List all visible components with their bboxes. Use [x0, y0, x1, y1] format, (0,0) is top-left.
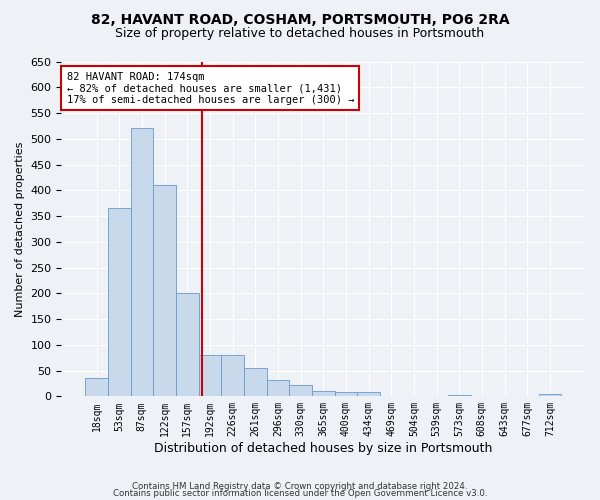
Bar [539, 394, 561, 396]
Bar [244, 368, 266, 396]
Text: Contains public sector information licensed under the Open Government Licence v3: Contains public sector information licen… [113, 489, 487, 498]
Bar [199, 355, 221, 397]
Text: Size of property relative to detached houses in Portsmouth: Size of property relative to detached ho… [115, 28, 485, 40]
Bar [266, 380, 289, 396]
Bar [131, 128, 153, 396]
Bar [289, 385, 312, 396]
Bar [108, 208, 131, 396]
Bar [221, 355, 244, 397]
Bar [176, 294, 199, 397]
Text: 82, HAVANT ROAD, COSHAM, PORTSMOUTH, PO6 2RA: 82, HAVANT ROAD, COSHAM, PORTSMOUTH, PO6… [91, 12, 509, 26]
Bar [357, 392, 380, 396]
Bar [85, 378, 108, 396]
Text: 82 HAVANT ROAD: 174sqm
← 82% of detached houses are smaller (1,431)
17% of semi-: 82 HAVANT ROAD: 174sqm ← 82% of detached… [67, 72, 354, 104]
Y-axis label: Number of detached properties: Number of detached properties [15, 141, 25, 316]
Text: Contains HM Land Registry data © Crown copyright and database right 2024.: Contains HM Land Registry data © Crown c… [132, 482, 468, 491]
X-axis label: Distribution of detached houses by size in Portsmouth: Distribution of detached houses by size … [154, 442, 493, 455]
Bar [153, 185, 176, 396]
Bar [335, 392, 357, 396]
Bar [312, 391, 335, 396]
